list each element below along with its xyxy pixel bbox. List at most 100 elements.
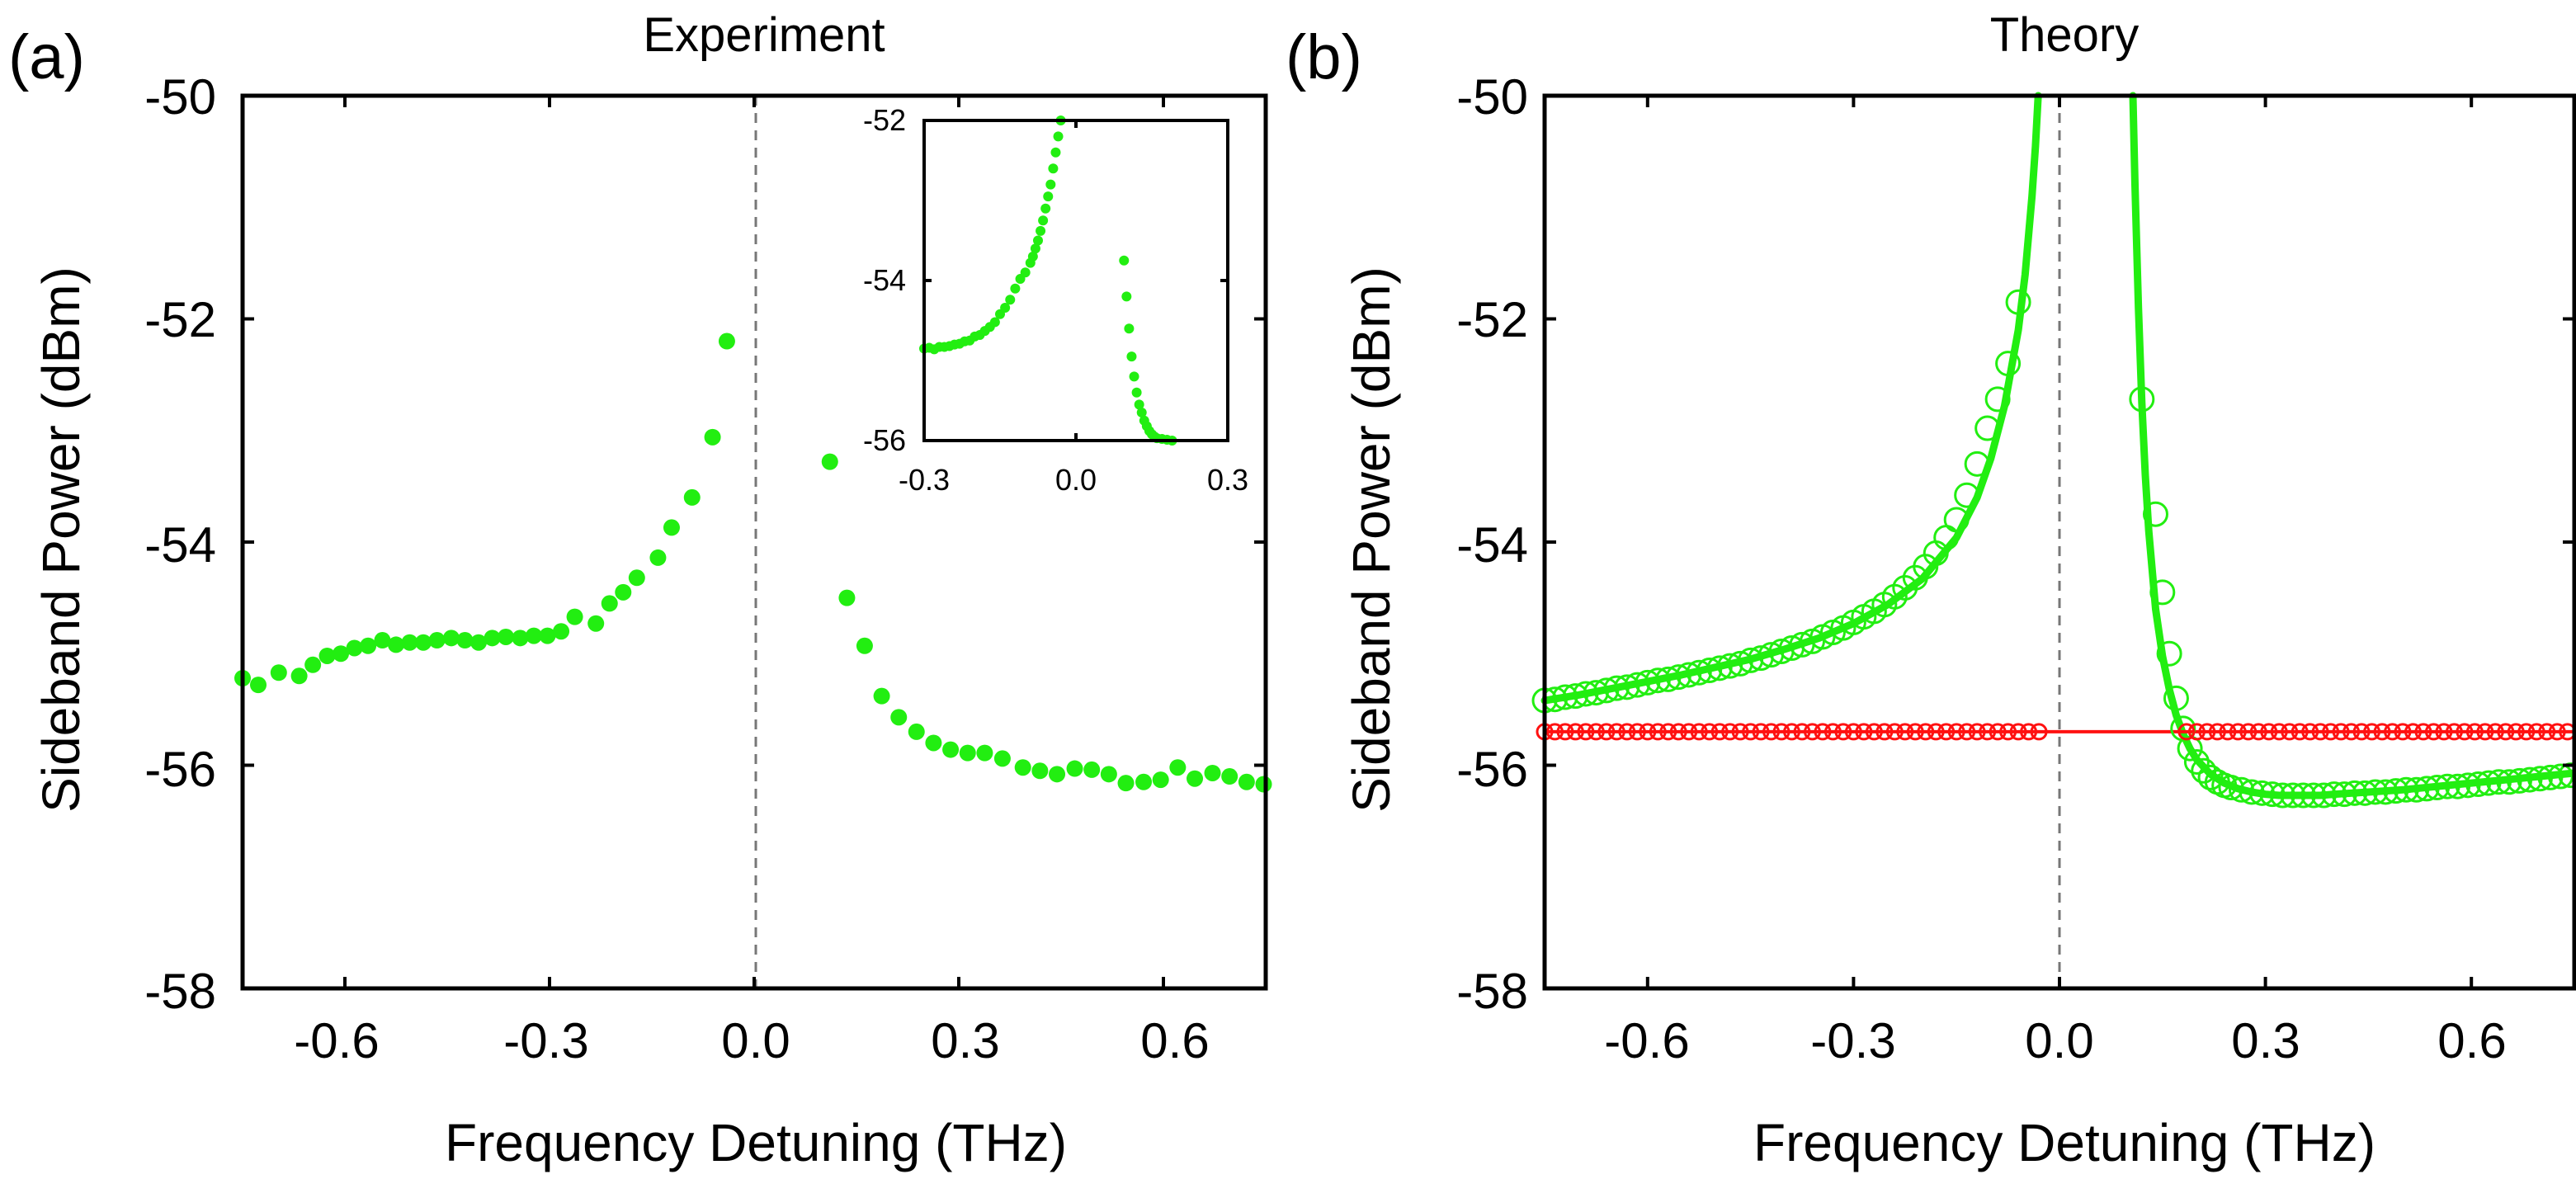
panel-b-red-open-circle	[1937, 723, 1956, 741]
panel-b-red-open-circle	[1639, 723, 1657, 741]
panel-b-y-tick-labels: -58 -56 -54 -52 -50	[1456, 69, 1528, 1019]
panel-a-data-point	[512, 630, 529, 647]
panel-a-inset-data-point	[1038, 215, 1049, 226]
panel-a-inset-data-point	[1053, 131, 1064, 142]
panel-a-data-point	[318, 647, 336, 664]
panel-b-red-open-circle	[1597, 723, 1616, 741]
panel-b-red-open-circle	[1772, 723, 1790, 741]
panel-b-red-open-circle	[1885, 723, 1904, 741]
panel-a-inset-data-point	[1134, 399, 1144, 410]
panel-b-green-open-circle	[1573, 681, 1599, 707]
panel-a-y-axis-title: Sideband Power (dBm)	[31, 266, 91, 813]
panel-b-green-open-circle	[2475, 770, 2502, 796]
panel-a-experiment: (a) Experiment Frequency Detuning (THz) …	[8, 8, 1272, 1172]
panel-a-inset-data-point	[1136, 408, 1147, 418]
panel-a-inset-data-point	[1040, 203, 1051, 214]
panel-a-inset-data-point	[1027, 251, 1038, 262]
panel-b-red-open-circle	[1999, 723, 2017, 741]
panel-b-red-open-circle	[1814, 723, 1832, 741]
panel-b-green-open-circle	[1686, 659, 1712, 686]
panel-b-green-open-circle	[1974, 415, 2001, 441]
panel-a-inset-data-point	[1048, 163, 1059, 174]
panel-a-data-point	[566, 608, 583, 625]
panel-b-red-open-circle	[1721, 723, 1739, 741]
panel-b-red-open-circle	[2497, 723, 2515, 741]
panel-b-red-open-circle	[1803, 723, 1821, 741]
panel-b-red-open-circle	[2517, 723, 2536, 741]
panel-b-green-open-circle	[2465, 771, 2492, 797]
panel-b-x-tick-label: 0.6	[2437, 1013, 2506, 1068]
panel-b-red-open-circle	[2198, 723, 2216, 741]
panel-b-red-open-circle	[1783, 723, 1801, 741]
panel-b-red-open-circle	[2445, 723, 2463, 741]
panel-b-red-open-circle	[2249, 723, 2267, 741]
panel-b-green-open-circle	[2404, 776, 2430, 803]
panel-a-data-point	[553, 623, 570, 640]
panel-b-red-open-circle	[2424, 723, 2442, 741]
panel-a-data-point	[525, 627, 542, 644]
panel-a-inset-data-point	[1043, 191, 1054, 202]
panel-a-data-point	[821, 453, 838, 470]
panel-b-red-open-circle	[2394, 723, 2412, 741]
panel-b-red-open-circle	[2219, 723, 2237, 741]
panel-b-green-open-circle	[1984, 386, 2011, 413]
panel-a-x-tick-labels: -0.6 -0.3 0.0 0.3 0.6	[294, 1013, 1209, 1068]
panel-b-green-open-circle	[1655, 666, 1682, 692]
panel-b-red-open-circle	[1855, 723, 1873, 741]
panel-b-red-open-circle	[1968, 723, 1986, 741]
panel-b-red-open-circle	[1607, 723, 1625, 741]
panel-b-red-open-circle	[1958, 723, 1976, 741]
panel-a-data-point	[346, 639, 363, 657]
panel-b-green-open-circle	[1614, 674, 1640, 700]
panel-a-data-point	[360, 637, 377, 654]
panel-a-x-tick-label: -0.3	[503, 1013, 588, 1068]
panel-b-green-open-circle	[2321, 781, 2347, 808]
panel-b-red-open-circle	[1545, 723, 1564, 741]
panel-b-green-open-circle	[1954, 482, 1980, 508]
panel-b-green-open-circle	[2183, 748, 2210, 775]
panel-b-green-open-circle	[2526, 766, 2553, 792]
panel-a-data-point	[993, 750, 1011, 767]
panel-b-green-open-circle	[2352, 780, 2378, 806]
panel-a-inset-frame	[922, 119, 1229, 442]
panel-a-data-point	[683, 488, 701, 506]
panel-b-red-open-circle	[2548, 723, 2566, 741]
panel-b-green-open-circle	[2300, 782, 2327, 809]
panel-b-red-open-circle	[2435, 723, 2453, 741]
panel-b-red-open-circle	[2342, 723, 2361, 741]
panel-b-green-open-circle	[2269, 782, 2295, 809]
panel-b-red-open-circle	[1742, 723, 1760, 741]
panel-b-red-open-circle	[1947, 723, 1965, 741]
panel-b-green-open-circle	[2445, 773, 2471, 799]
panel-a-x-axis-title: Frequency Detuning (THz)	[445, 1113, 1067, 1172]
panel-a-data-point	[1117, 775, 1135, 792]
panel-a-x-tick-label: 0.0	[721, 1013, 790, 1068]
panel-b-red-open-circle	[2486, 723, 2504, 741]
panel-a-inset: -0.3 0.0 0.3 -56 -54 -52	[863, 103, 1248, 497]
panel-a-inset-y-tick-label: -52	[863, 103, 906, 137]
panel-a-inset-data-point	[1000, 302, 1011, 313]
panel-b-green-open-circle	[2455, 772, 2481, 799]
panel-b-green-open-circle	[2496, 769, 2522, 795]
panel-b-red-open-circle	[1896, 723, 1914, 741]
panel-b-green-open-circle	[2383, 778, 2409, 804]
panel-b-red-open-circle	[2384, 723, 2402, 741]
panel-a-data-point	[1152, 771, 1169, 789]
panel-b-x-tick-label: 0.0	[2025, 1013, 2093, 1068]
panel-b-green-open-circle	[1552, 684, 1578, 710]
panel-a-data-point	[649, 549, 667, 566]
panel-a-data-point	[1083, 761, 1101, 778]
panel-b-red-open-circle	[2291, 723, 2309, 741]
panel-a-data-point	[925, 734, 942, 752]
panel-b-green-open-circle	[2310, 782, 2337, 809]
panel-b-green-open-circle	[1583, 680, 1609, 706]
panel-a-data-point	[615, 583, 632, 601]
panel-b-red-open-circle	[2322, 723, 2340, 741]
panel-b-red-open-circle	[1823, 723, 1842, 741]
panel-a-y-tick-labels: -58 -56 -54 -52 -50	[144, 69, 216, 1019]
panel-a-data-point	[401, 634, 418, 651]
panel-a-data-points	[234, 332, 1272, 793]
panel-b-green-open-circle	[2280, 782, 2306, 809]
panel-a-inset-data-point	[1121, 291, 1132, 302]
panel-a-inset-x-tick-label: 0.0	[1055, 463, 1097, 497]
